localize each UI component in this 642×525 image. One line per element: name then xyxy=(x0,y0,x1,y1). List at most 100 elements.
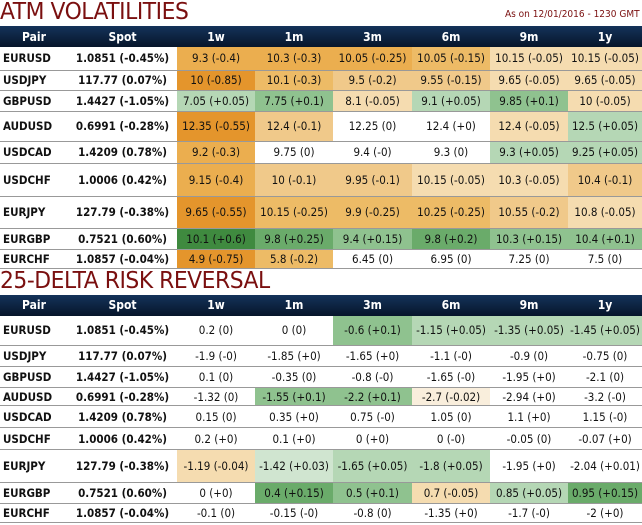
pair-cell: USDCAD xyxy=(0,141,68,164)
value-cell-1w: 10 (-0.85) xyxy=(177,70,255,91)
column-header-9m: 9m xyxy=(490,26,568,47)
spot-cell: 1.4427 (-1.05%) xyxy=(68,366,177,388)
spot-cell: 1.4427 (-1.05%) xyxy=(68,90,177,112)
value-cell-1y: -2.04 (+0.01) xyxy=(568,449,642,483)
pair-cell: EURGBP xyxy=(0,228,68,250)
table-row: USDCHF 1.0006 (0.42%) 9.15 (-0.4) 10 (-0.1)… xyxy=(0,163,642,197)
value-cell-9m: 9.65 (-0.05) xyxy=(490,70,568,91)
value-cell-1y: 9.65 (-0.05) xyxy=(568,70,642,91)
spot-cell: 1.4209 (0.78%) xyxy=(68,141,177,164)
value-cell-1m: -0.15 (-0) xyxy=(255,503,333,523)
value-cell-9m: 10.15 (-0.05) xyxy=(490,47,568,71)
value-cell-1y: 9.25 (+0.05) xyxy=(568,141,642,164)
value-cell-9m: 10.3 (+0.15) xyxy=(490,228,568,250)
value-cell-1y: -2.1 (0) xyxy=(568,366,642,388)
value-cell-1y: -0.07 (+0) xyxy=(568,427,642,450)
column-header-6m: 6m xyxy=(412,26,490,47)
pair-cell: USDCHF xyxy=(0,427,68,450)
spot-cell: 127.79 (-0.38%) xyxy=(68,196,177,229)
spot-cell: 1.0851 (-0.45%) xyxy=(68,47,177,71)
value-cell-1y: 10.8 (-0.05) xyxy=(568,196,642,229)
value-cell-3m: 0.75 (-0) xyxy=(333,405,412,428)
value-cell-1y: 12.5 (+0.05) xyxy=(568,111,642,142)
value-cell-3m: -2.2 (+0.1) xyxy=(333,387,412,406)
value-cell-1m: 0 (0) xyxy=(255,315,333,346)
value-cell-1w: 0.2 (0) xyxy=(177,315,255,346)
value-cell-3m: 9.5 (-0.2) xyxy=(333,70,412,91)
value-cell-1w: -1.32 (0) xyxy=(177,387,255,406)
pair-cell: EURJPY xyxy=(0,449,68,483)
value-cell-1w: 9.2 (-0.3) xyxy=(177,141,255,164)
data-table: Pair Spot 1w 1m 3m 6m 9m 1y EURUSD 1.0851 (-0.45%… xyxy=(0,294,642,523)
value-cell-9m: 12.4 (-0.05) xyxy=(490,111,568,142)
value-cell-3m: 6.45 (0) xyxy=(333,249,412,269)
value-cell-6m: 10.25 (-0.25) xyxy=(412,196,490,229)
value-cell-1y: -0.75 (0) xyxy=(568,345,642,367)
table-row: USDCAD 1.4209 (0.78%) 9.2 (-0.3) 9.75 (0) 9.… xyxy=(0,141,642,164)
value-cell-1w: 9.65 (-0.55) xyxy=(177,196,255,229)
table-row: EURGBP 0.7521 (0.60%) 0 (+0) 0.4 (+0.15) 0.5… xyxy=(0,482,642,504)
value-cell-1m: -1.42 (+0.03) xyxy=(255,449,333,483)
value-cell-6m: -1.35 (+0) xyxy=(412,503,490,523)
value-cell-3m: 12.25 (0) xyxy=(333,111,412,142)
column-header-1y: 1y xyxy=(568,26,642,47)
value-cell-6m: -1.65 (-0) xyxy=(412,366,490,388)
value-cell-3m: 0.5 (+0.1) xyxy=(333,482,412,504)
value-cell-1w: -0.1 (0) xyxy=(177,503,255,523)
value-cell-1w: 9.3 (-0.4) xyxy=(177,47,255,71)
section-title: 25-DELTA RISK REVERSAL xyxy=(0,267,270,294)
table-row: AUDUSD 0.6991 (-0.28%) 12.35 (-0.55) 12.4 (… xyxy=(0,111,642,142)
spot-cell: 127.79 (-0.38%) xyxy=(68,449,177,483)
value-cell-6m: 0 (-0) xyxy=(412,427,490,450)
value-cell-1m: 5.8 (-0.2) xyxy=(255,249,333,269)
data-table: Pair Spot 1w 1m 3m 6m 9m 1y EURUSD 1.0851 (-0.45%… xyxy=(0,26,642,269)
value-cell-1m: 0.1 (+0) xyxy=(255,427,333,450)
value-cell-9m: 10.3 (-0.05) xyxy=(490,163,568,197)
column-header-1w: 1w xyxy=(177,294,255,316)
spot-cell: 1.0006 (0.42%) xyxy=(68,427,177,450)
value-cell-1m: -1.55 (+0.1) xyxy=(255,387,333,406)
column-header-spot: Spot xyxy=(68,294,177,316)
value-cell-6m: -2.7 (-0.02) xyxy=(412,387,490,406)
column-header-6m: 6m xyxy=(412,294,490,316)
header-row: Pair Spot 1w 1m 3m 6m 9m 1y xyxy=(0,294,642,316)
pair-cell: USDJPY xyxy=(0,345,68,367)
spot-cell: 1.0857 (-0.04%) xyxy=(68,503,177,523)
value-cell-3m: 0 (+0) xyxy=(333,427,412,450)
table-row: USDCHF 1.0006 (0.42%) 0.2 (+0) 0.1 (+0) 0 (+… xyxy=(0,427,642,450)
table-row: EURJPY 127.79 (-0.38%) 9.65 (-0.55) 10.15 (… xyxy=(0,196,642,229)
value-cell-1y: -1.45 (+0.05) xyxy=(568,315,642,346)
as-of-date: As on 12/01/2016 - 1230 GMT xyxy=(505,9,640,20)
value-cell-9m: -1.7 (-0) xyxy=(490,503,568,523)
pair-cell: EURCHF xyxy=(0,503,68,523)
value-cell-9m: -0.05 (0) xyxy=(490,427,568,450)
value-cell-1w: 7.05 (+0.05) xyxy=(177,90,255,112)
section-risk-reversal: 25-DELTA RISK REVERSAL Pair Spot 1w 1m 3m 6m 9m… xyxy=(0,267,642,523)
value-cell-1m: 9.75 (0) xyxy=(255,141,333,164)
pair-cell: AUDUSD xyxy=(0,111,68,142)
table-row: GBPUSD 1.4427 (-1.05%) 0.1 (0) -0.35 (0) -0.… xyxy=(0,366,642,388)
value-cell-1w: 0.2 (+0) xyxy=(177,427,255,450)
table-row: EURGBP 0.7521 (0.60%) 10.1 (+0.6) 9.8 (+0.2… xyxy=(0,228,642,250)
value-cell-3m: -0.6 (+0.1) xyxy=(333,315,412,346)
value-cell-1y: 7.5 (0) xyxy=(568,249,642,269)
column-header-pair: Pair xyxy=(0,294,68,316)
pair-cell: EURJPY xyxy=(0,196,68,229)
table-row: EURUSD 1.0851 (-0.45%) 9.3 (-0.4) 10.3 (-0.… xyxy=(0,47,642,71)
pair-cell: EURGBP xyxy=(0,482,68,504)
value-cell-3m: -0.8 (0) xyxy=(333,503,412,523)
value-cell-3m: 8.1 (-0.05) xyxy=(333,90,412,112)
value-cell-3m: 9.95 (-0.1) xyxy=(333,163,412,197)
value-cell-6m: 9.3 (0) xyxy=(412,141,490,164)
value-cell-1m: 9.8 (+0.25) xyxy=(255,228,333,250)
value-cell-1m: -1.85 (+0) xyxy=(255,345,333,367)
pair-cell: USDJPY xyxy=(0,70,68,91)
column-header-3m: 3m xyxy=(333,294,412,316)
table-row: GBPUSD 1.4427 (-1.05%) 7.05 (+0.05) 7.75 (+… xyxy=(0,90,642,112)
value-cell-1y: 10.4 (-0.1) xyxy=(568,163,642,197)
column-header-1y: 1y xyxy=(568,294,642,316)
pair-cell: EURUSD xyxy=(0,47,68,71)
value-cell-3m: -1.65 (+0.05) xyxy=(333,449,412,483)
spot-cell: 1.0851 (-0.45%) xyxy=(68,315,177,346)
value-cell-3m: -1.65 (+0) xyxy=(333,345,412,367)
